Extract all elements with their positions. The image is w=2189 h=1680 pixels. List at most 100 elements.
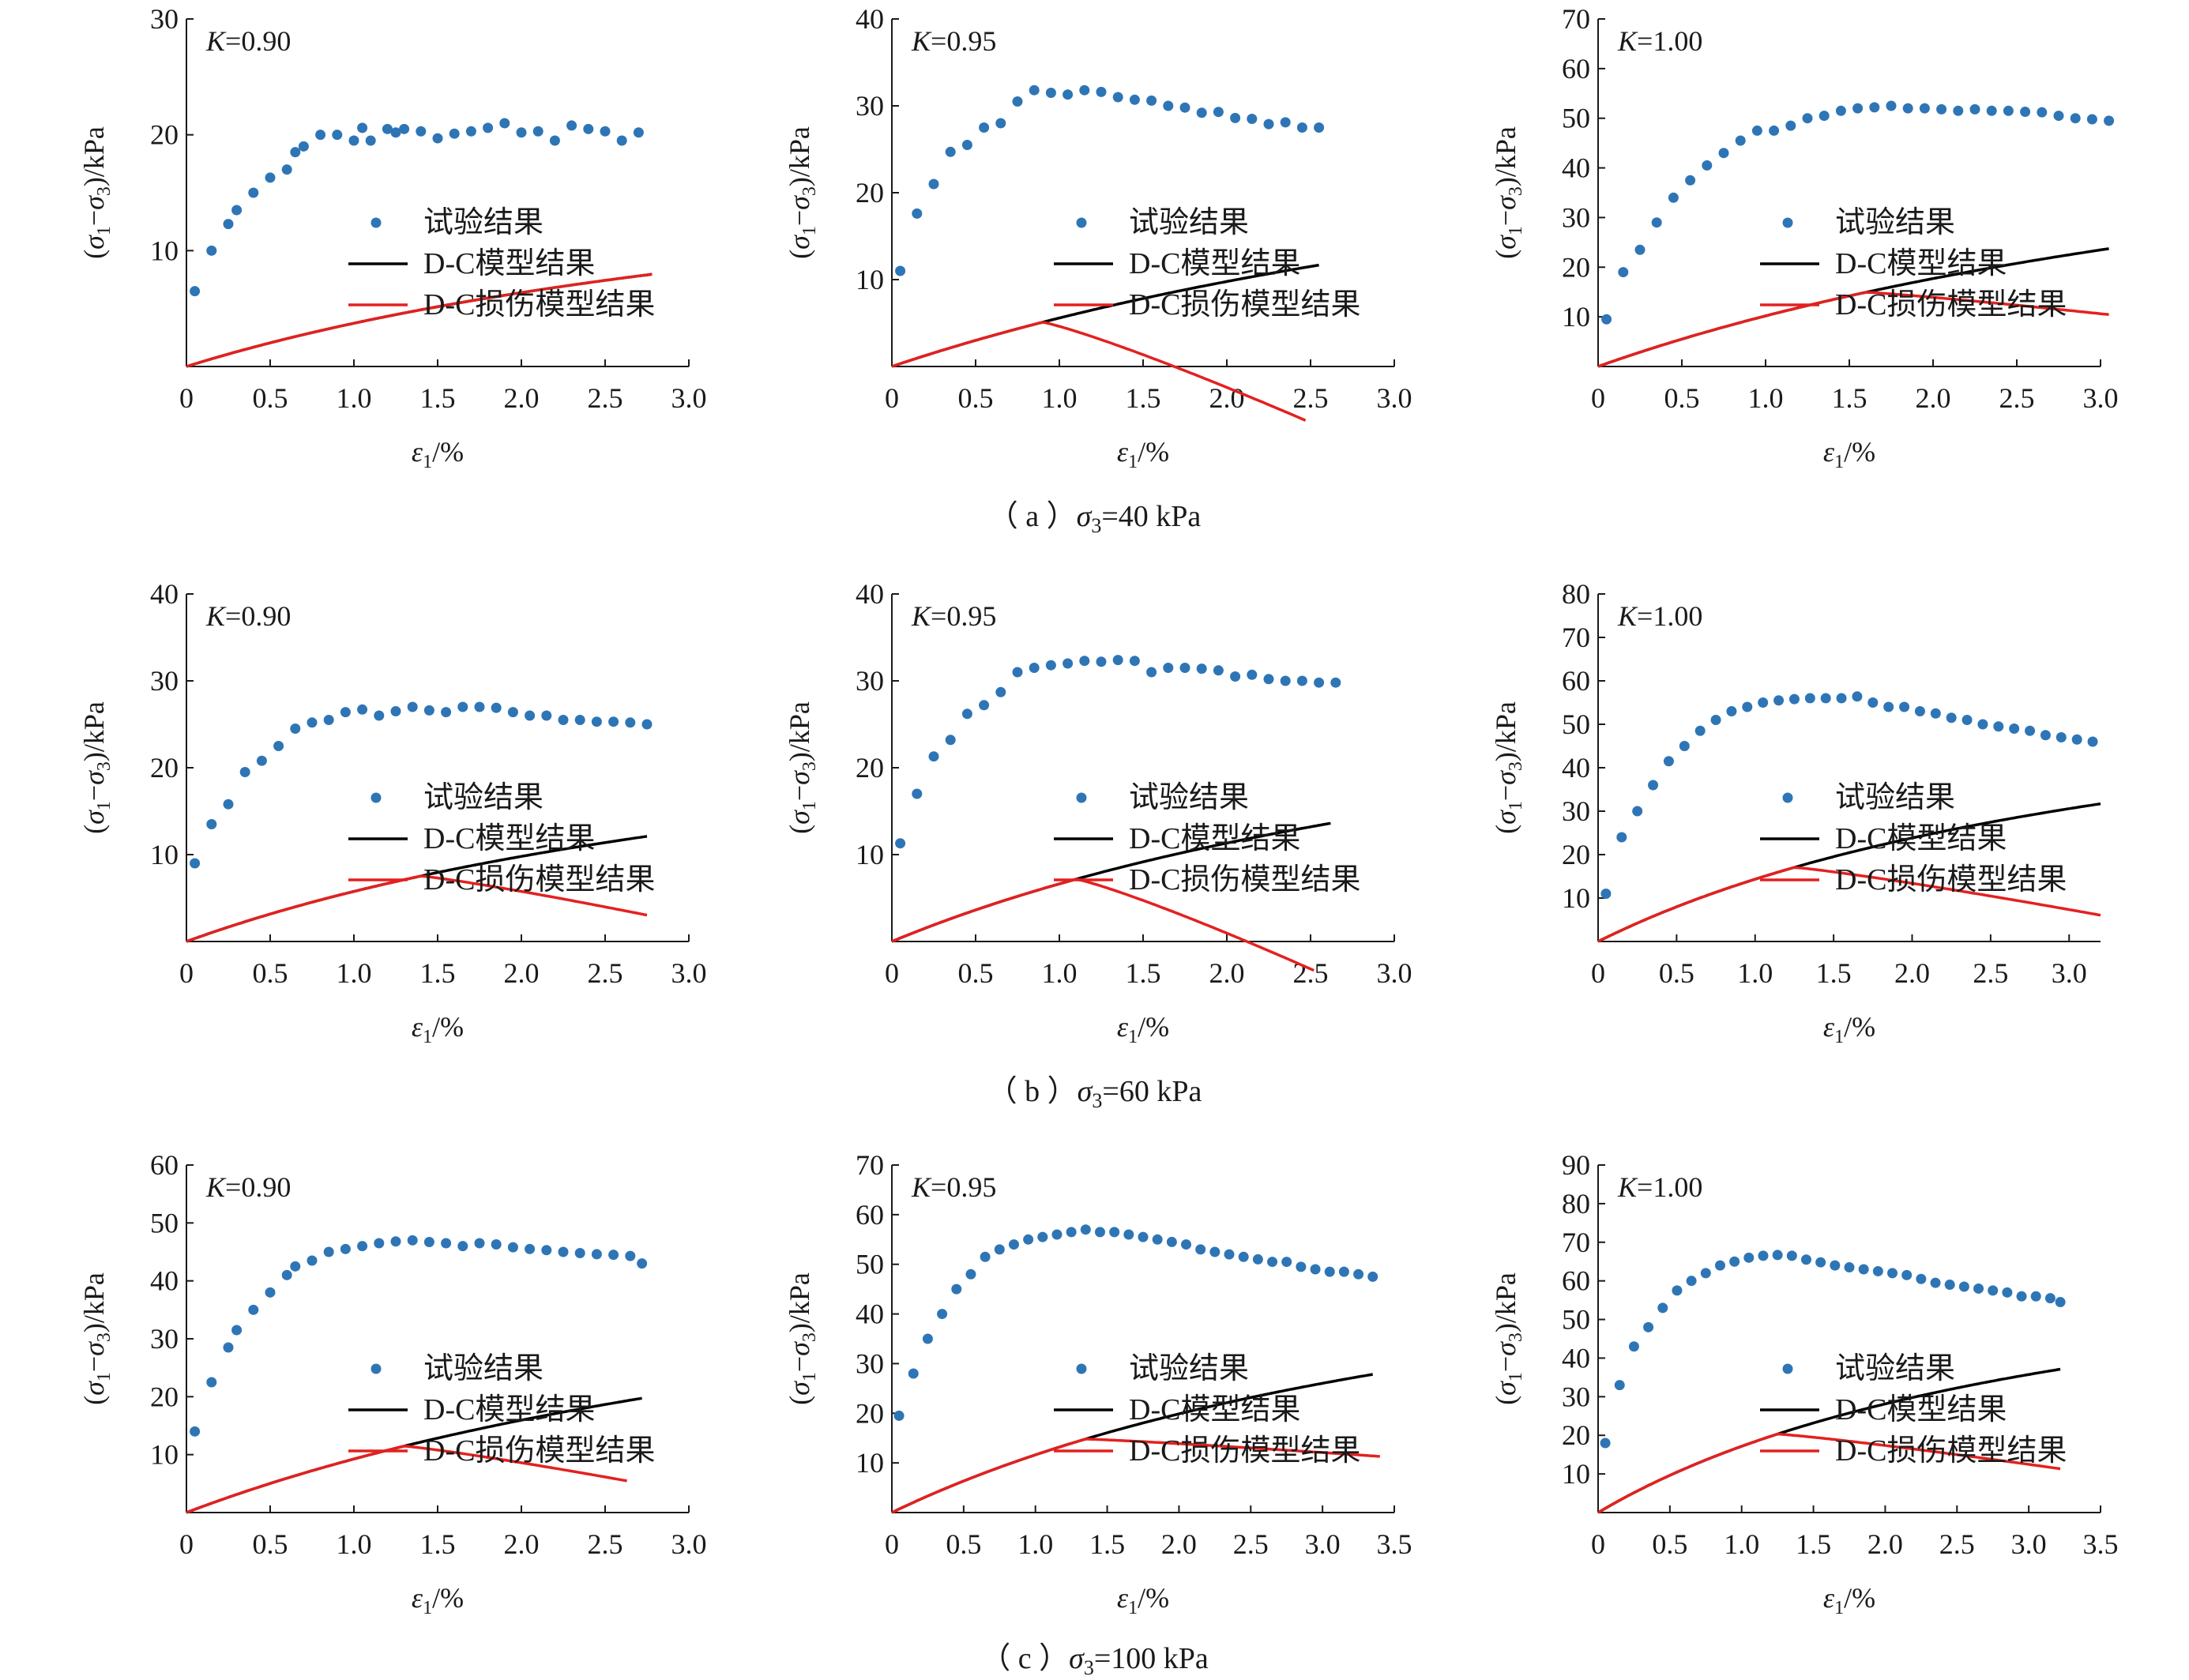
experiment-point — [1977, 719, 1988, 730]
legend-dc-damage-model-label: D-C损伤模型结果 — [1129, 288, 1360, 321]
y-tick-label: 10 — [1562, 882, 1590, 914]
experiment-point — [474, 701, 485, 712]
chart-a-2: 0 0.5 1.0 1.5 2.0 2.5 3.010203040(σ1−σ3)/kPaε1… — [784, 3, 1412, 472]
y-tick-label: 30 — [856, 1347, 884, 1379]
experiment-point — [1367, 1271, 1378, 1282]
chart-a-3: 0 0.5 1.0 1.5 2.0 2.5 3.0 10 20 30 40 50 60 70 (σ1−σ3)… — [1490, 3, 2119, 472]
experiment-point — [895, 838, 906, 849]
x-tick-label: 1.0 — [337, 957, 372, 989]
y-tick-label: 30 — [150, 665, 179, 697]
experiment-point — [1079, 656, 1090, 667]
legend-experiment-label: 试验结果 — [1129, 1352, 1249, 1385]
experiment-point — [190, 1426, 201, 1437]
legend-dc-model-label: D-C模型结果 — [423, 822, 595, 855]
y-tick-label: 20 — [150, 752, 179, 784]
experiment-point — [1353, 1268, 1364, 1280]
legend-experiment-marker — [370, 1363, 382, 1374]
legend-dc-damage-model-label: D-C损伤模型结果 — [1129, 863, 1360, 896]
experiment-point — [951, 1283, 962, 1295]
experiment-point — [441, 707, 452, 718]
experiment-point — [1045, 660, 1056, 671]
x-tick-label: 0 — [179, 957, 194, 989]
experiment-point — [315, 130, 326, 141]
experiment-point — [558, 715, 569, 725]
experiment-point — [382, 123, 393, 134]
experiment-point — [1758, 1250, 1769, 1261]
x-tick-label: 0.5 — [946, 1528, 981, 1560]
y-tick-label: 40 — [856, 1299, 884, 1330]
x-tick-label: 2.5 — [1939, 1528, 1975, 1560]
dc-damage-model-line — [186, 1445, 627, 1514]
experiment-point — [945, 146, 956, 157]
experiment-point — [248, 187, 259, 198]
experiment-point — [1230, 671, 1241, 682]
y-tick-label: 40 — [1562, 752, 1590, 784]
experiment-point — [390, 1236, 401, 1247]
experiment-point — [1657, 1302, 1668, 1314]
experiment-point — [2070, 113, 2081, 124]
experiment-point — [1109, 1227, 1120, 1238]
experiment-point — [1263, 674, 1274, 685]
legend-dc-damage-model-label: D-C损伤模型结果 — [423, 1434, 655, 1468]
experiment-point — [2053, 111, 2064, 122]
experiment-point — [465, 126, 476, 137]
experiment-point — [1883, 701, 1894, 712]
experiment-point — [1296, 122, 1307, 133]
experiment-point — [1986, 105, 1997, 116]
x-tick-label: 3.5 — [1377, 1528, 1412, 1560]
x-tick-label: 3.0 — [1377, 957, 1412, 989]
x-tick-label: 0 — [1591, 1528, 1605, 1560]
experiment-point — [1281, 1257, 1292, 1268]
experiment-point — [231, 1325, 243, 1336]
x-tick-label: 2.5 — [1233, 1528, 1269, 1560]
k-label: K=1.00 — [1617, 600, 1702, 632]
x-tick-label: 0.5 — [958, 957, 994, 989]
caption-a-letter: （ a ） — [987, 500, 1077, 533]
experiment-point — [1830, 1260, 1841, 1271]
y-tick-label: 60 — [150, 1149, 179, 1181]
x-tick-label: 2.5 — [1293, 382, 1329, 414]
experiment-point — [323, 715, 334, 725]
x-tick-label: 0 — [1591, 957, 1605, 989]
experiment-point — [1029, 663, 1040, 673]
experiment-point — [507, 1242, 518, 1253]
experiment-point — [616, 135, 627, 146]
x-tick-label: 3.0 — [2011, 1528, 2047, 1560]
x-axis-title: ε1/% — [1823, 436, 1875, 472]
experiment-point — [2009, 723, 2020, 734]
experiment-point — [1944, 1280, 1955, 1291]
x-tick-label: 0.5 — [1659, 957, 1694, 989]
y-tick-label: 30 — [856, 90, 884, 122]
legend-dc-damage-model-label: D-C损伤模型结果 — [1129, 1434, 1360, 1468]
legend-experiment-label: 试验结果 — [423, 1352, 543, 1385]
experiment-point — [1902, 103, 1913, 114]
legend-experiment-marker — [1782, 792, 1793, 803]
experiment-point — [223, 799, 234, 810]
experiment-point — [1063, 658, 1074, 669]
experiment-point — [1296, 675, 1307, 686]
experiment-point — [1936, 103, 1947, 115]
experiment-point — [1267, 1257, 1278, 1268]
x-tick-label: 1.0 — [1748, 382, 1784, 414]
y-axis-title: (σ1−σ3)/kPa — [78, 126, 115, 259]
experiment-point — [591, 716, 602, 727]
legend-dc-model-label: D-C模型结果 — [1835, 1393, 2007, 1426]
y-tick-label: 60 — [1562, 53, 1590, 85]
dc-damage-model-line — [186, 272, 653, 368]
experiment-point — [1800, 1254, 1811, 1265]
k-label: K=0.90 — [205, 600, 291, 632]
experiment-point — [979, 700, 990, 711]
experiment-point — [457, 1241, 468, 1252]
legend-dc-damage-model-label: D-C损伤模型结果 — [1835, 288, 2067, 321]
x-tick-label: 0.5 — [1652, 1528, 1687, 1560]
dc-damage-model-line — [1597, 1432, 2061, 1514]
experiment-point — [591, 1249, 602, 1260]
y-tick-label: 40 — [150, 1265, 179, 1297]
caption-c-value: =100 kPa — [1093, 1642, 1209, 1675]
experiment-point — [1224, 1249, 1235, 1260]
x-tick-label: 0.5 — [958, 382, 994, 414]
x-tick-label: 2.5 — [588, 957, 623, 989]
y-tick-label: 80 — [1562, 1188, 1590, 1220]
experiment-point — [307, 717, 318, 728]
legend-experiment-marker — [1076, 792, 1087, 803]
